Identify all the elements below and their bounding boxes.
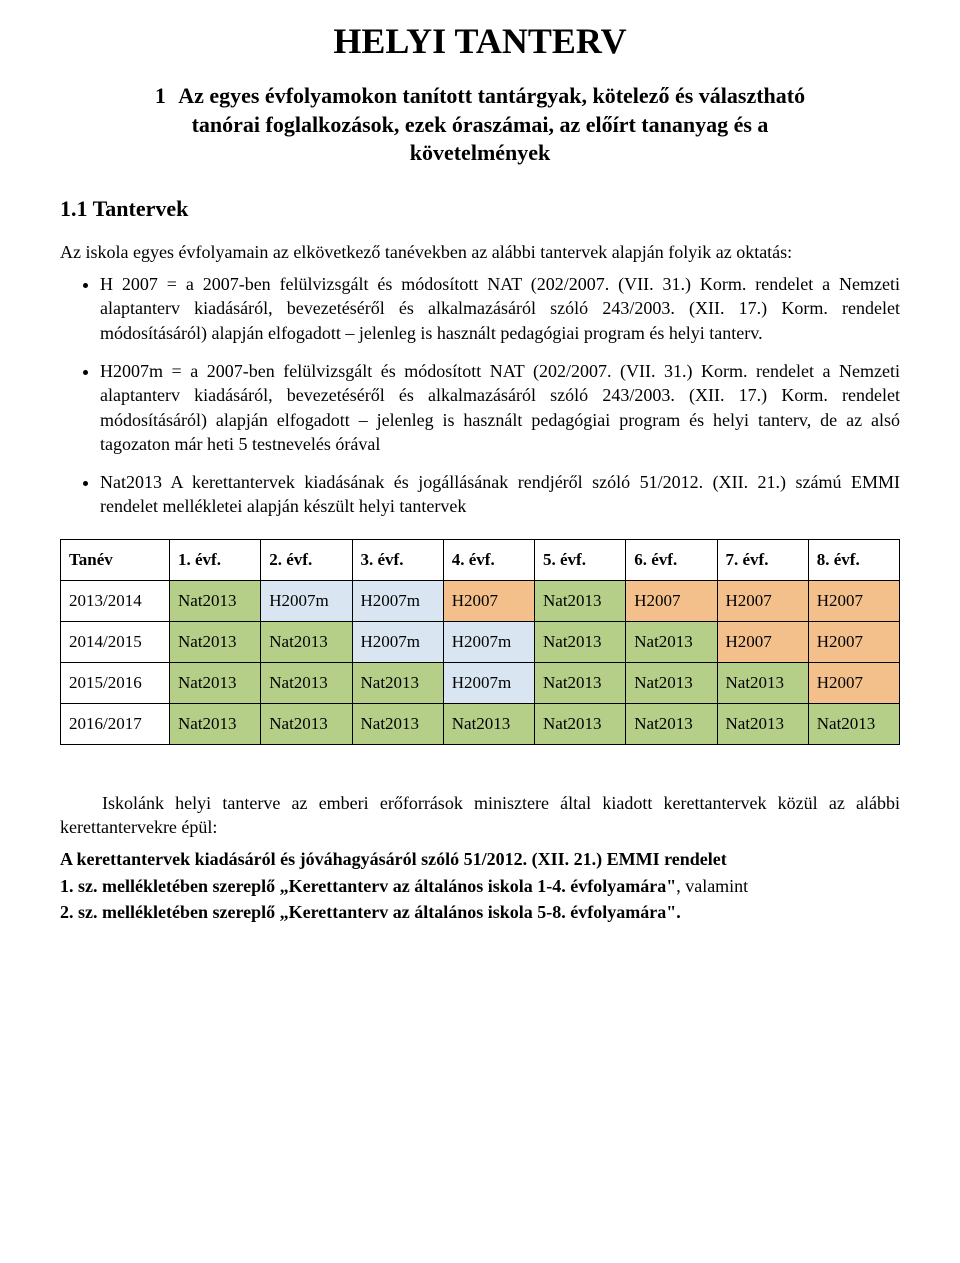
table-cell: Nat2013 — [352, 662, 443, 703]
table-row-header: 2014/2015 — [61, 621, 170, 662]
table-cell: H2007m — [352, 621, 443, 662]
bullet-item: H2007m = a 2007-ben felülvizsgált és mód… — [100, 359, 900, 456]
table-row: 2013/2014Nat2013H2007mH2007mH2007Nat2013… — [61, 580, 900, 621]
table-row-header: 2016/2017 — [61, 703, 170, 744]
subsection-heading: 1.1 Tantervek — [60, 196, 900, 222]
reference-line-1-bold: 1. sz. mellékletében szereplő „Kerettant… — [60, 876, 676, 896]
table-cell: Nat2013 — [261, 621, 352, 662]
table-column-header: 6. évf. — [626, 539, 717, 580]
table-corner-cell: Tanév — [61, 539, 170, 580]
table-cell: H2007 — [626, 580, 717, 621]
table-cell: Nat2013 — [808, 703, 899, 744]
table-cell: Nat2013 — [535, 662, 626, 703]
table-cell: Nat2013 — [717, 662, 808, 703]
reference-line-2: 2. sz. mellékletében szereplő „Kerettant… — [60, 900, 900, 924]
table-column-header: 5. évf. — [535, 539, 626, 580]
table-cell: Nat2013 — [717, 703, 808, 744]
bullet-item: H 2007 = a 2007-ben felülvizsgált és mód… — [100, 272, 900, 345]
section-heading: 1 Az egyes évfolyamokon tanított tantárg… — [60, 82, 900, 168]
table-cell: Nat2013 — [170, 580, 261, 621]
table-column-header: 4. évf. — [443, 539, 534, 580]
table-header-row: Tanév1. évf.2. évf.3. évf.4. évf.5. évf.… — [61, 539, 900, 580]
table-column-header: 8. évf. — [808, 539, 899, 580]
table-row-header: 2013/2014 — [61, 580, 170, 621]
table-cell: Nat2013 — [626, 662, 717, 703]
table-column-header: 2. évf. — [261, 539, 352, 580]
table-cell: Nat2013 — [261, 662, 352, 703]
reference-line-1-tail: , valamint — [676, 876, 748, 896]
table-cell: Nat2013 — [535, 580, 626, 621]
table-row: 2015/2016Nat2013Nat2013Nat2013H2007mNat2… — [61, 662, 900, 703]
table-column-header: 1. évf. — [170, 539, 261, 580]
table-cell: Nat2013 — [170, 662, 261, 703]
section-number: 1 — [155, 82, 166, 111]
table-row-header: 2015/2016 — [61, 662, 170, 703]
table-cell: Nat2013 — [170, 703, 261, 744]
table-cell: H2007m — [261, 580, 352, 621]
after-table-paragraph: Iskolánk helyi tanterve az emberi erőfor… — [60, 791, 900, 840]
curriculum-table: Tanév1. évf.2. évf.3. évf.4. évf.5. évf.… — [60, 539, 900, 745]
table-cell: H2007 — [717, 621, 808, 662]
table-cell: Nat2013 — [626, 621, 717, 662]
bullet-list: H 2007 = a 2007-ben felülvizsgált és mód… — [60, 272, 900, 519]
table-row: 2016/2017Nat2013Nat2013Nat2013Nat2013Nat… — [61, 703, 900, 744]
document-title: HELYI TANTERV — [60, 20, 900, 62]
table-cell: H2007 — [808, 580, 899, 621]
reference-heading: A kerettantervek kiadásáról és jóváhagyá… — [60, 847, 900, 871]
table-column-header: 7. évf. — [717, 539, 808, 580]
table-cell: H2007 — [717, 580, 808, 621]
table-cell: H2007 — [808, 662, 899, 703]
intro-paragraph: Az iskola egyes évfolyamain az elkövetke… — [60, 240, 900, 264]
table-cell: H2007m — [443, 662, 534, 703]
table-cell: Nat2013 — [352, 703, 443, 744]
table-cell: Nat2013 — [443, 703, 534, 744]
reference-line-1: 1. sz. mellékletében szereplő „Kerettant… — [60, 874, 900, 898]
table-cell: Nat2013 — [261, 703, 352, 744]
table-cell: H2007 — [808, 621, 899, 662]
section-title-text: Az egyes évfolyamokon tanított tantárgya… — [178, 83, 805, 165]
table-cell: Nat2013 — [170, 621, 261, 662]
document-page: HELYI TANTERV 1 Az egyes évfolyamokon ta… — [0, 0, 960, 1263]
table-cell: Nat2013 — [535, 703, 626, 744]
table-cell: H2007 — [443, 580, 534, 621]
bullet-item: Nat2013 A kerettantervek kiadásának és j… — [100, 470, 900, 519]
table-cell: Nat2013 — [626, 703, 717, 744]
table-cell: H2007m — [352, 580, 443, 621]
table-cell: H2007m — [443, 621, 534, 662]
reference-block: A kerettantervek kiadásáról és jóváhagyá… — [60, 847, 900, 924]
table-cell: Nat2013 — [535, 621, 626, 662]
table-column-header: 3. évf. — [352, 539, 443, 580]
table-row: 2014/2015Nat2013Nat2013H2007mH2007mNat20… — [61, 621, 900, 662]
